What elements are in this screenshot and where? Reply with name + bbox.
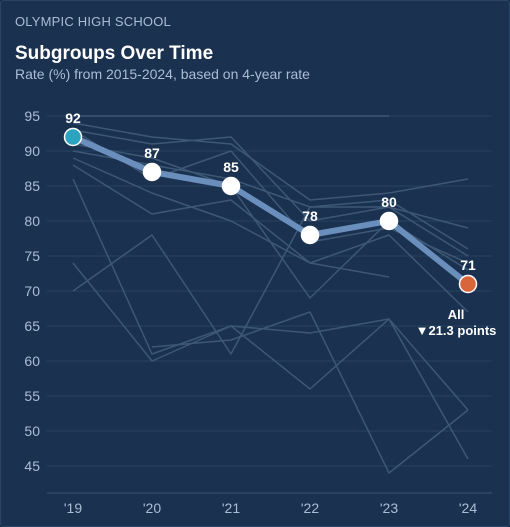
y-tick-label: 50 bbox=[24, 423, 40, 439]
chart-title: Subgroups Over Time bbox=[15, 43, 214, 64]
data-point bbox=[221, 176, 241, 196]
x-tick-label: '23 bbox=[380, 500, 398, 516]
y-tick-label: 75 bbox=[24, 248, 40, 264]
x-tick-label: '21 bbox=[222, 500, 240, 516]
y-tick-label: 65 bbox=[24, 318, 40, 334]
data-label: 78 bbox=[302, 208, 318, 224]
series-name-label: All bbox=[448, 307, 465, 322]
data-point bbox=[142, 162, 162, 182]
subgroup-line bbox=[72, 178, 469, 411]
y-tick-label: 70 bbox=[24, 283, 40, 299]
chart-subtitle: Rate (%) from 2015-2024, based on 4-year… bbox=[15, 66, 310, 82]
x-tick-label: '19 bbox=[64, 500, 82, 516]
change-label: ▼21.3 points bbox=[416, 323, 497, 338]
subgroup-line bbox=[72, 150, 469, 250]
x-tick-label: '22 bbox=[301, 500, 319, 516]
y-tick-label: 80 bbox=[24, 213, 40, 229]
y-tick-label: 55 bbox=[24, 388, 40, 404]
subgroup-line bbox=[72, 122, 469, 201]
data-label: 80 bbox=[381, 194, 397, 210]
data-label: 85 bbox=[223, 159, 239, 175]
school-name: OLYMPIC HIGH SCHOOL bbox=[15, 14, 171, 29]
data-point bbox=[300, 225, 320, 245]
y-tick-label: 90 bbox=[24, 143, 40, 159]
data-label: 87 bbox=[144, 145, 160, 161]
x-tick-label: '24 bbox=[459, 500, 477, 516]
subgroup-line bbox=[72, 129, 469, 229]
subgroup-line bbox=[151, 311, 469, 474]
x-tick-label: '20 bbox=[143, 500, 161, 516]
data-point bbox=[458, 274, 478, 294]
data-label: 71 bbox=[460, 257, 476, 273]
all-students-line bbox=[70, 134, 471, 287]
data-label: 92 bbox=[65, 110, 81, 126]
y-tick-label: 45 bbox=[24, 458, 40, 474]
subgroup-line bbox=[72, 206, 469, 355]
data-point bbox=[63, 127, 83, 147]
data-point bbox=[379, 211, 399, 231]
y-tick-label: 60 bbox=[24, 353, 40, 369]
subgroup-line bbox=[72, 164, 390, 278]
y-tick-label: 85 bbox=[24, 178, 40, 194]
subgroup-line bbox=[72, 262, 469, 460]
y-tick-label: 95 bbox=[24, 108, 40, 124]
